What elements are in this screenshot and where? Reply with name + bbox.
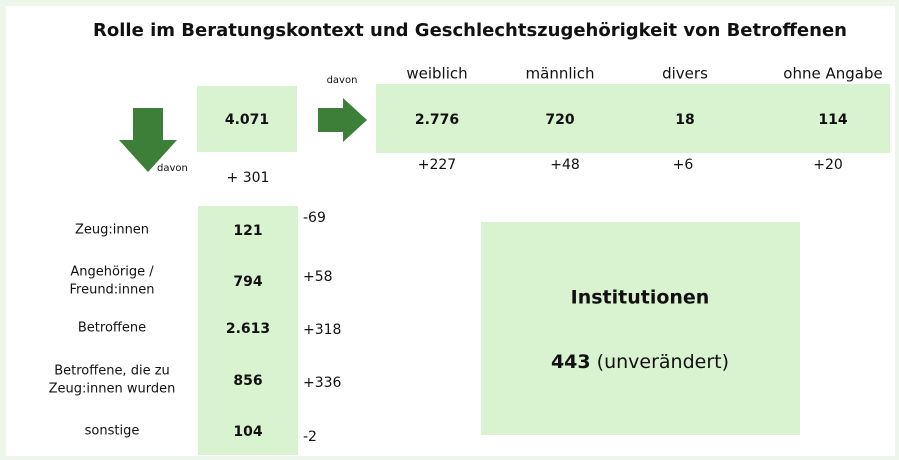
role-label: sonstige [85,424,140,439]
institutions-count: 443 (unverändert) [551,351,729,373]
role-label: Zeug:innen [75,223,149,238]
gender-change: +6 [673,157,694,173]
role-change: +318 [303,322,341,338]
gender-label: männlich [526,65,595,83]
gender-change: +20 [813,157,843,173]
gender-value: 2.776 [415,112,459,128]
gender-value: 720 [545,112,574,128]
gender-label: ohne Angabe [783,65,882,83]
gender-columns: weiblich 2.776 +227 männlich 720 +48 divers 18 +… [406,65,882,174]
role-value: 104 [233,424,262,440]
roles-box [198,206,298,455]
gender-label: weiblich [406,65,467,83]
gender-box [376,84,890,153]
gender-change: +48 [550,157,580,173]
title: Rolle im Beratungskontext und Geschlecht… [93,20,847,41]
role-value: 121 [233,223,262,239]
role-label: Angehörige / [70,265,154,280]
gender-value: 114 [818,112,847,128]
down-arrow [119,108,177,172]
institutions-value: 443 [551,351,591,373]
role-change: +336 [303,375,342,391]
institutions-box [481,222,800,435]
gender-value: 18 [675,112,694,128]
gender-change: +227 [418,157,456,173]
role-change: -69 [303,210,326,226]
gender-label: divers [662,65,708,83]
right-arrow [318,98,367,142]
role-change: -2 [303,429,317,445]
role-change: +58 [303,269,333,285]
total-change: + 301 [227,170,270,186]
role-label: Betroffene [78,321,146,336]
institutions-label: Institutionen [571,287,710,309]
role-label: Freund:innen [69,283,154,298]
davon-label: davon [157,163,188,174]
role-label: Betroffene, die zu [54,364,170,379]
total-box [197,86,297,152]
role-value: 856 [233,373,262,389]
role-value: 794 [233,274,262,290]
institutions-note: (unverändert) [597,351,729,373]
total-value: 4.071 [225,112,269,128]
role-label: Zeug:innen wurden [49,382,176,397]
davon-label: davon [327,75,358,86]
roles: Zeug:innen 121 -69 Angehörige / Freund:innen… [49,210,342,445]
role-value: 2.613 [226,321,270,337]
